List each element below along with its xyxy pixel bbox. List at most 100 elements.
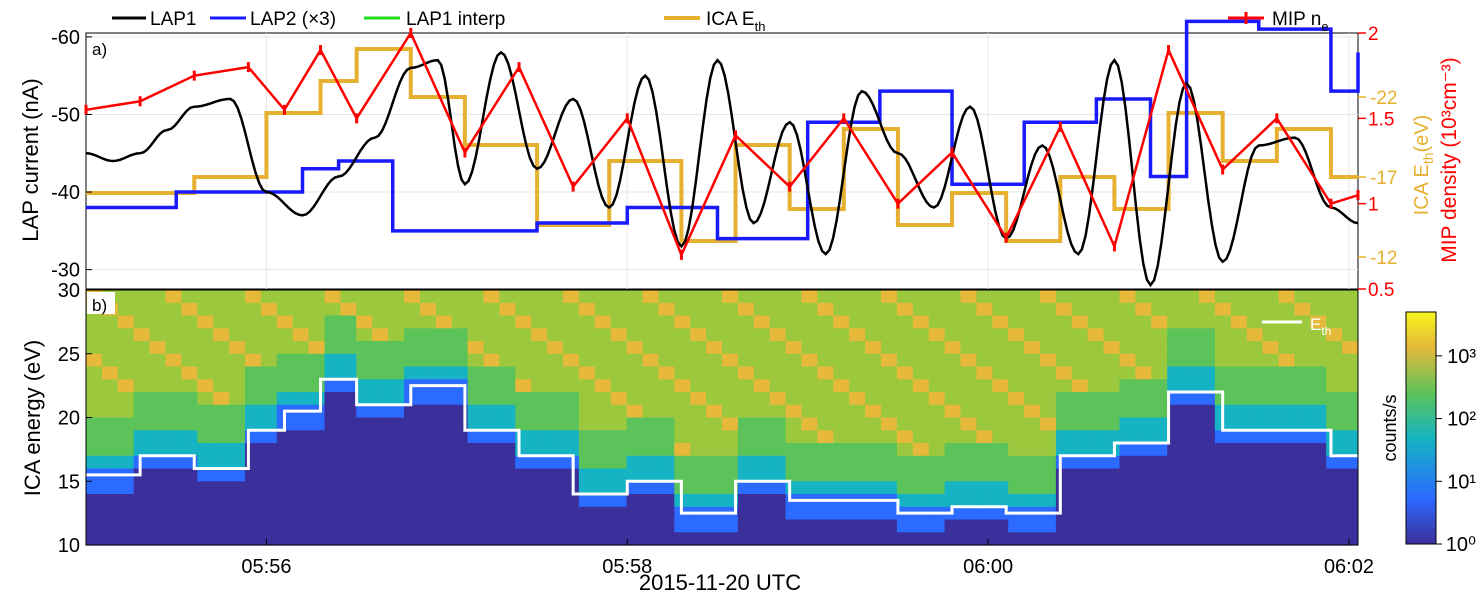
heatmap-cell xyxy=(1214,443,1232,457)
heatmap-cell xyxy=(1183,506,1200,521)
heatmap-cell xyxy=(117,341,135,355)
heatmap-cell xyxy=(1008,341,1025,355)
heatmap-cell xyxy=(165,455,182,470)
heatmap-cell xyxy=(1326,302,1343,317)
heatmap-cell xyxy=(801,468,818,482)
heatmap-cell xyxy=(833,379,850,393)
heatmap-cell xyxy=(769,404,787,419)
heatmap-cell xyxy=(388,341,405,355)
heatmap-cell xyxy=(531,328,548,342)
heatmap-cell xyxy=(976,392,993,406)
heatmap-cell xyxy=(547,404,564,419)
heatmap-cell xyxy=(213,417,230,431)
heatmap-cell xyxy=(213,366,230,380)
heatmap-cell xyxy=(817,481,834,495)
heatmap-cell xyxy=(769,341,787,355)
heatmap-cell xyxy=(753,519,771,533)
heatmap-cell xyxy=(737,366,755,380)
heatmap-cell xyxy=(1135,328,1152,342)
heatmap-cell xyxy=(960,481,977,495)
eth-legend-sub: th xyxy=(1321,324,1331,338)
heatmap-cell xyxy=(912,341,930,355)
heatmap-cell xyxy=(308,430,325,444)
heatmap-cell xyxy=(1135,315,1152,329)
heatmap-cell xyxy=(133,468,151,482)
heatmap-cell xyxy=(467,506,484,521)
heatmap-cell xyxy=(833,417,850,431)
heatmap-cell xyxy=(849,302,866,317)
heatmap-cell xyxy=(1183,302,1200,317)
heatmap-cell xyxy=(753,506,771,521)
heatmap-cell xyxy=(1119,404,1136,419)
heatmap-cell xyxy=(912,353,930,368)
heatmap-cell xyxy=(499,455,516,470)
ica-tick-label: -22 xyxy=(1370,88,1397,109)
heatmap-cell xyxy=(690,290,707,304)
heatmap-cell xyxy=(356,481,373,495)
heatmap-cell xyxy=(531,302,548,317)
heatmap-cell xyxy=(1230,315,1248,329)
heatmap-cell xyxy=(722,468,739,482)
heatmap-cell xyxy=(578,328,596,342)
heatmap-cell xyxy=(1008,366,1025,380)
heatmap-cell xyxy=(419,468,437,482)
heatmap-cell xyxy=(1040,315,1057,329)
heatmap-cell xyxy=(722,315,739,329)
heatmap-cell xyxy=(340,290,357,304)
heatmap-cell xyxy=(101,506,119,521)
heatmap-cell xyxy=(1040,341,1057,355)
heatmap-cell xyxy=(785,353,802,368)
heatmap-cell xyxy=(722,455,739,470)
mip-tick-label: 1.5 xyxy=(1368,109,1394,130)
heatmap-cell xyxy=(1008,353,1025,368)
heatmap-cell xyxy=(1024,366,1041,380)
heatmap-cell xyxy=(1262,341,1279,355)
heatmap-cell xyxy=(483,404,500,419)
heatmap-cell xyxy=(912,494,930,508)
heatmap-cell xyxy=(1087,443,1105,457)
heatmap-cell xyxy=(1135,417,1152,431)
heatmap-cell xyxy=(1119,328,1136,342)
heatmap-cell xyxy=(86,506,103,521)
heatmap-cell xyxy=(674,404,691,419)
heatmap-cell xyxy=(817,366,834,380)
heatmap-cell xyxy=(833,366,850,380)
heatmap-cell xyxy=(737,353,755,368)
heatmap-cell xyxy=(1326,328,1343,342)
heatmap-cell xyxy=(1167,379,1184,393)
heatmap-cell xyxy=(737,494,755,508)
heatmap-cell xyxy=(1167,532,1184,546)
heatmap-cell xyxy=(133,532,151,546)
heatmap-cell xyxy=(1008,468,1025,482)
heatmap-cell xyxy=(133,494,151,508)
heatmap-cell xyxy=(324,519,341,533)
heatmap-cell xyxy=(372,353,389,368)
heatmap-cell xyxy=(849,379,866,393)
heatmap-cell xyxy=(1246,417,1264,431)
heatmap-cell xyxy=(133,328,151,342)
heatmap-cell xyxy=(722,353,739,368)
heatmap-cell xyxy=(451,506,469,521)
heatmap-cell xyxy=(1008,481,1025,495)
heatmap-cell xyxy=(404,468,421,482)
heatmap-cell xyxy=(1246,366,1264,380)
heatmap-cell xyxy=(674,302,691,317)
heatmap-cell xyxy=(626,315,643,329)
heatmap-cell xyxy=(626,455,643,470)
heatmap-cell xyxy=(245,302,262,317)
heatmap-cell xyxy=(1008,392,1025,406)
heatmap-cell xyxy=(563,481,580,495)
heatmap-cell xyxy=(896,379,914,393)
heatmap-cell xyxy=(86,353,103,368)
heatmap-cell xyxy=(1326,379,1343,393)
heatmap-cell xyxy=(976,404,993,419)
heatmap-cell xyxy=(865,392,882,406)
heatmap-cell xyxy=(976,455,993,470)
heatmap-cell xyxy=(388,532,405,546)
heatmap-cell xyxy=(149,366,166,380)
heatmap-cell xyxy=(419,455,437,470)
heatmap-cell xyxy=(1167,506,1184,521)
heatmap-cell xyxy=(1262,430,1279,444)
heatmap-cell xyxy=(340,315,357,329)
heatmap-cell xyxy=(435,328,453,342)
